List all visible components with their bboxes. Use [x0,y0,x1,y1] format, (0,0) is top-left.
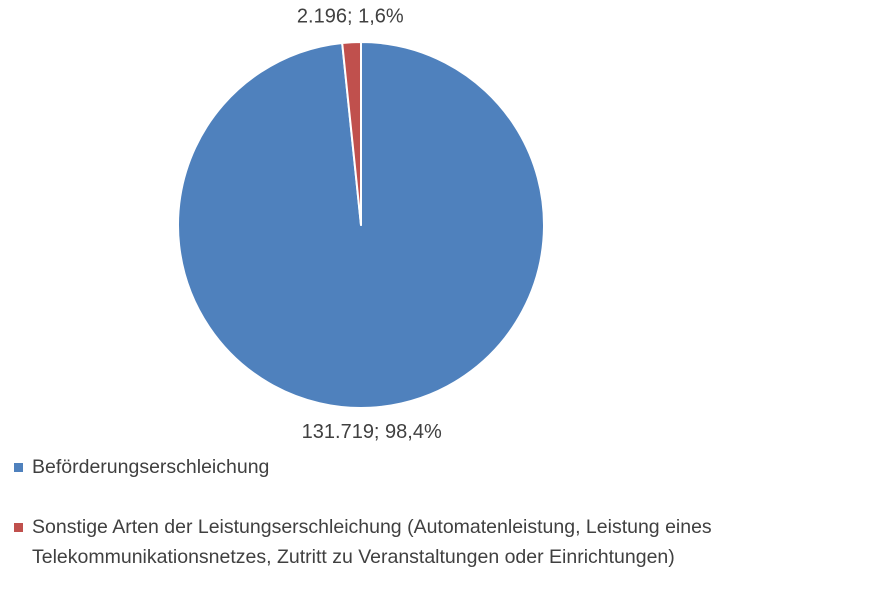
legend-swatch [14,463,23,472]
legend-item: Sonstige Arten der Leistungserschleichun… [12,512,862,572]
legend-swatch [14,523,23,532]
pie-slice [341,41,362,226]
legend-label: Beförderungserschleichung [32,456,270,478]
chart: 131.719; 98,4% 2.196; 1,6% [177,6,545,443]
legend: Beförderungserschleichung Sonstige Arten … [12,452,862,602]
legend-label: Sonstige Arten der Leistungserschleichun… [32,516,712,568]
page: {"chart_data": {"type": "pie", "categori… [14,5,712,568]
legend-item: Beförderungserschleichung [12,452,862,482]
data-label: 131.719; 98,4% [302,421,442,443]
data-label: 2.196; 1,6% [297,6,404,28]
